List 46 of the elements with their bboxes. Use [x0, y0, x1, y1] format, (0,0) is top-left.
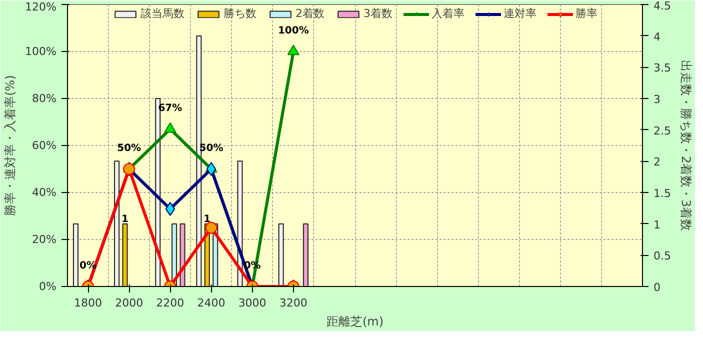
- y-tick-label: 80%: [32, 92, 57, 105]
- legend-label: 入着率: [432, 6, 464, 21]
- y2-tick-label: 3.5: [654, 62, 671, 75]
- bar: [114, 160, 120, 286]
- y2-tick-label: 3: [654, 93, 660, 106]
- bar: [196, 35, 202, 286]
- y-tick-label: 120%: [25, 0, 57, 14]
- y2-tick-label: 4.5: [654, 0, 671, 12]
- x-tick-label: 1800: [74, 296, 102, 310]
- y2-tick-label: 0: [654, 281, 660, 294]
- y-tick-label: 40%: [32, 186, 57, 199]
- y2-tick-label: 1.5: [654, 187, 671, 200]
- x-tick-label: 3200: [279, 296, 308, 310]
- data-label: 1: [204, 214, 211, 225]
- y2-tick-label: 4: [654, 30, 660, 44]
- point: [164, 122, 176, 133]
- bar: [278, 223, 284, 286]
- point: [287, 44, 300, 56]
- legend-label: 連対率: [504, 6, 536, 21]
- data-label: 1: [122, 214, 129, 225]
- legend-label: 2着数: [296, 6, 324, 21]
- bar: [180, 223, 186, 286]
- x-tick-label: 2200: [156, 296, 184, 310]
- x-axis-title: 距離芝(m): [326, 314, 384, 328]
- x-tick-label: 2400: [197, 296, 226, 310]
- y-tick-label: 20%: [32, 233, 57, 246]
- bar: [302, 223, 308, 286]
- legend-label: 該当馬数: [140, 6, 184, 21]
- y2-tick-label: 0.5: [654, 250, 671, 263]
- bar: [72, 223, 78, 286]
- x-tick-label: 3000: [238, 296, 266, 310]
- y2-axis-title: 出走数・勝ち数・2着数・3着数: [678, 60, 693, 232]
- y2-tick-label: 2.5: [654, 124, 671, 138]
- data-label: 100%: [278, 26, 309, 36]
- y2-tick-label: 2: [654, 156, 660, 169]
- y-tick-label: 0%: [39, 280, 56, 293]
- data-label: 50%: [117, 143, 142, 154]
- legend-label: 3着数: [364, 6, 392, 21]
- bar: [122, 223, 128, 286]
- y-tick-label: 100%: [25, 45, 57, 58]
- y-tick-label: 60%: [32, 139, 57, 152]
- x-tick-label: 2000: [115, 296, 144, 310]
- legend-label: 勝ち数: [224, 6, 256, 21]
- y2-tick-label: 1: [654, 218, 660, 232]
- y-axis-title: 勝率・連対率・入着率(%): [3, 75, 18, 216]
- legend-label: 勝率: [576, 6, 598, 21]
